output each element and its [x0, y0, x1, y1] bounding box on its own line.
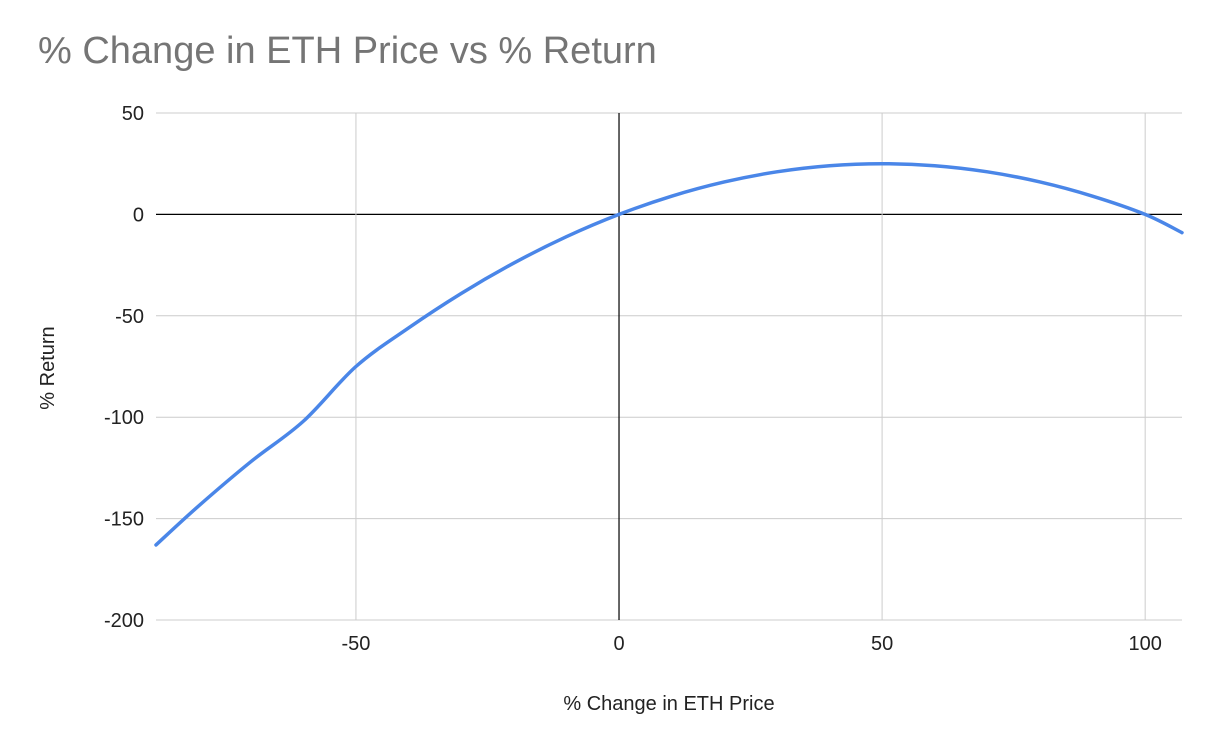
y-tick-label: -50 — [115, 306, 144, 328]
grid-lines — [156, 112, 1182, 621]
series-line — [154, 161, 1184, 547]
y-tick-label: 0 — [133, 204, 144, 226]
tick-labels: 50 0 -50 -100 -150 -200 -50 0 50 100 — [104, 103, 1162, 655]
x-axis-label: % Change in ETH Price — [563, 693, 774, 715]
y-tick-label: -200 — [104, 610, 144, 632]
x-tick-label: -50 — [341, 633, 370, 655]
y-tick-label: -100 — [104, 407, 144, 429]
x-tick-label: 50 — [871, 633, 893, 655]
chart-title: % Change in ETH Price vs % Return — [38, 30, 657, 72]
y-tick-label: 50 — [122, 103, 144, 125]
x-tick-label: 0 — [613, 633, 624, 655]
y-axis-label: % Return — [37, 326, 59, 409]
x-tick-label: 100 — [1128, 633, 1161, 655]
series-layer — [154, 161, 1184, 547]
y-tick-label: -150 — [104, 509, 144, 531]
